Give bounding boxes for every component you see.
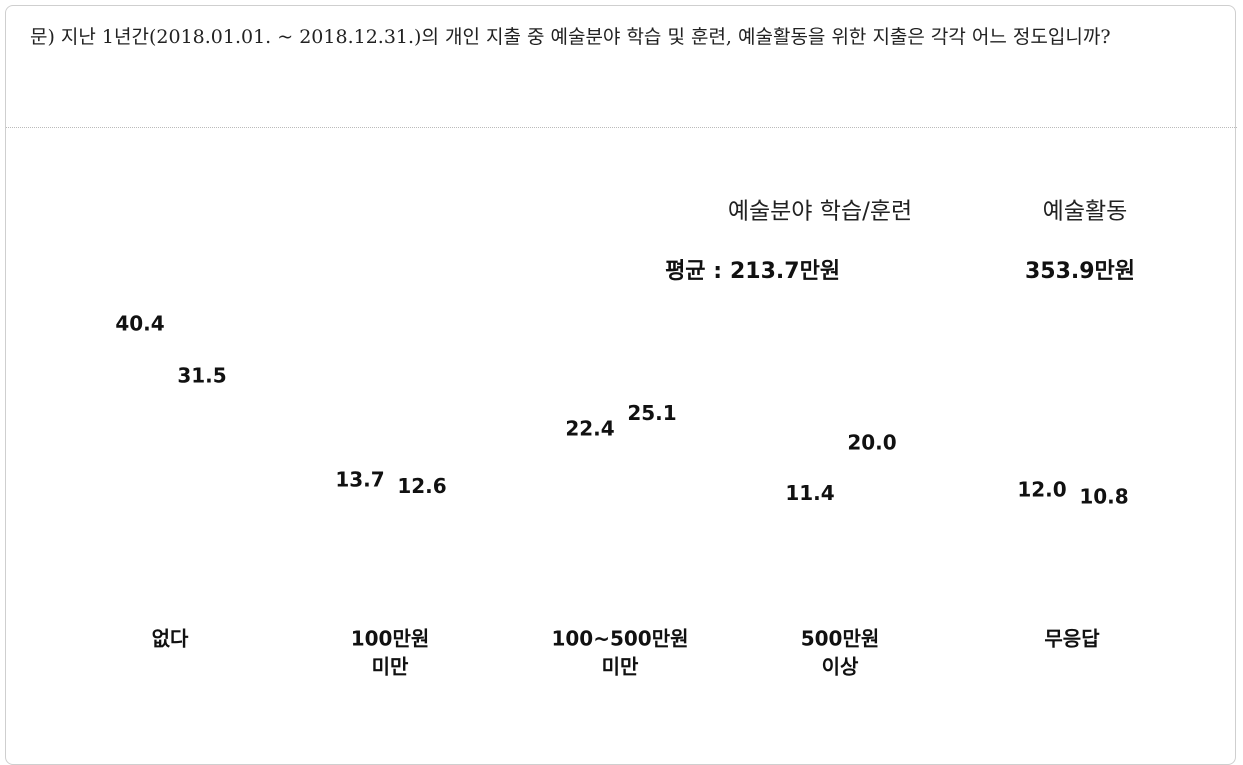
separator: [6, 127, 1237, 128]
x-tick-label: 무응답: [1044, 627, 1100, 651]
x-tick-label: 미만: [372, 655, 409, 679]
value-label: 20.0: [847, 431, 896, 455]
average-value: 213.7만원: [730, 259, 840, 284]
x-tick-label: 100~500만원: [551, 627, 688, 651]
value-label: 12.0: [1017, 477, 1066, 501]
question: 문) 지난 1년간(2018.01.01. ~ 2018.12.31.)의 개인…: [30, 26, 1111, 48]
value-label: 10.8: [1079, 484, 1128, 508]
value-label: 40.4: [115, 312, 164, 336]
legend-entry: 예술활동: [1043, 199, 1128, 225]
average-value: 353.9만원: [1025, 259, 1135, 284]
chart: 평균 : 예술분야 학습/훈련 213.7만원 40.4 13.7 22.4 11.4 12.…: [115, 199, 1135, 679]
x-tick-label: 이상: [822, 655, 859, 679]
value-label: 22.4: [565, 417, 614, 441]
value-label: 31.5: [177, 364, 226, 388]
page: {"chart_data": { "type": "bar", "title":…: [5, 5, 1237, 765]
value-label: 25.1: [627, 401, 676, 425]
x-tick-label: 없다: [152, 627, 189, 651]
legend-entry: 예술분야 학습/훈련: [728, 199, 912, 225]
x-tick-label: 100만원: [351, 627, 430, 651]
x-tick-label: 미만: [602, 655, 639, 679]
average-label: 평균 :: [665, 259, 722, 284]
value-label: 11.4: [785, 481, 834, 505]
x-tick-label: 500만원: [801, 627, 880, 651]
value-label: 13.7: [335, 467, 384, 491]
value-label: 12.6: [397, 474, 446, 498]
